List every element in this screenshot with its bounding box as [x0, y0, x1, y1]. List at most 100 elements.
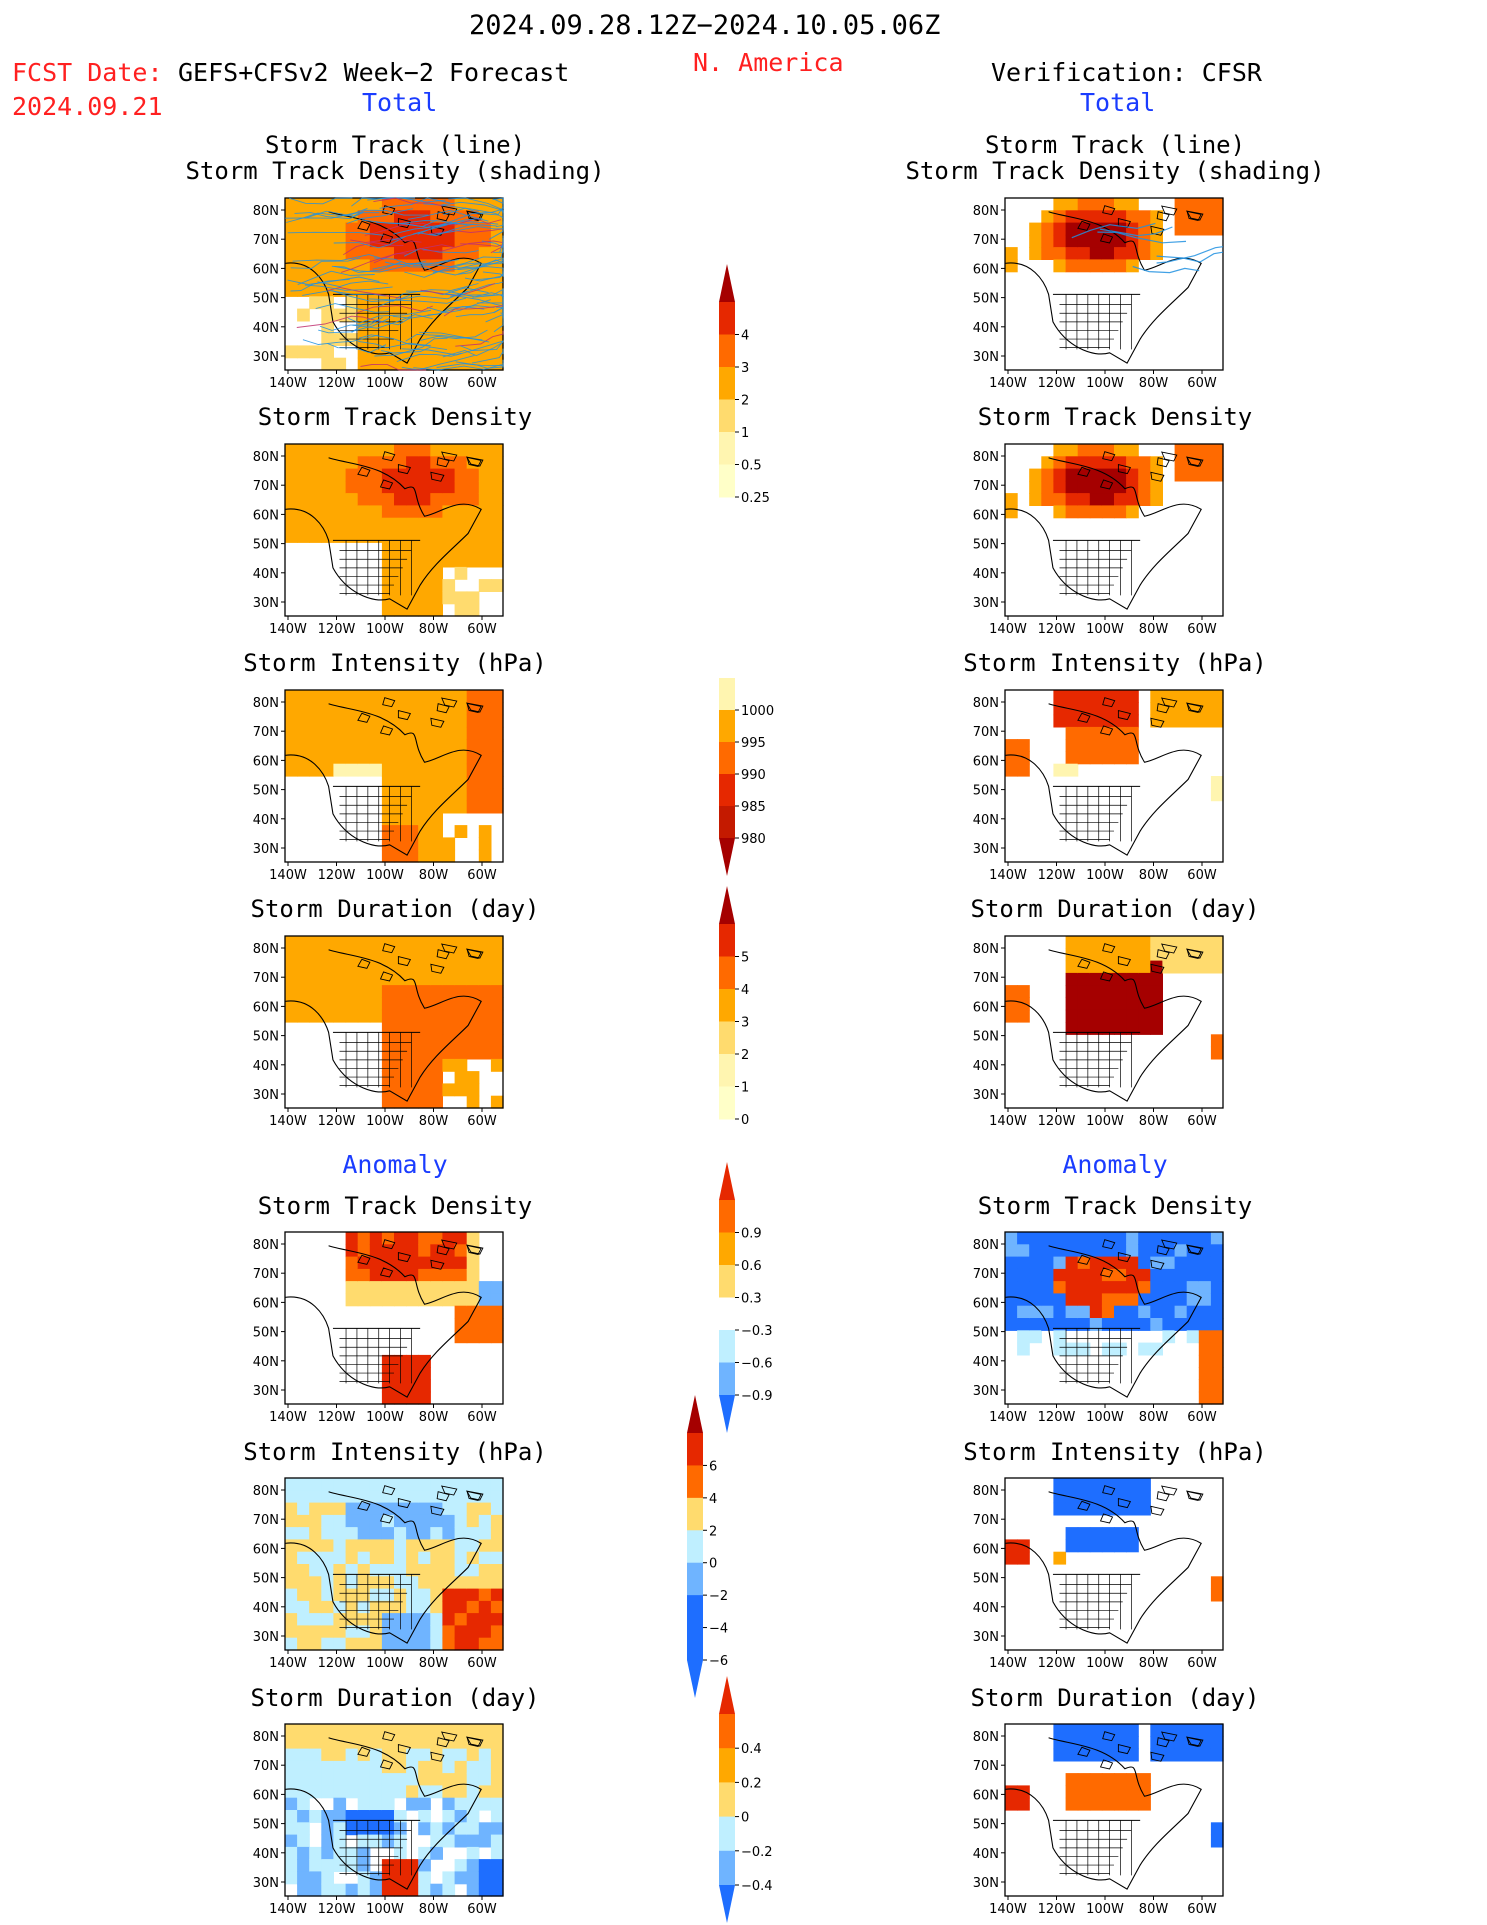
- grid-cell: [309, 444, 322, 457]
- grid-cell: [490, 1883, 504, 1897]
- grid-cell: [490, 1625, 504, 1639]
- grid-cell: [321, 505, 334, 519]
- grid-cell: [1041, 1293, 1054, 1307]
- grid-cell: [406, 1613, 419, 1626]
- grid-cell: [454, 517, 468, 531]
- grid-cell: [1186, 1281, 1200, 1294]
- grid-cell: [1198, 1256, 1212, 1270]
- grid-cell: [285, 456, 298, 470]
- grid-cell: [285, 530, 298, 543]
- grid-cell: [1089, 972, 1103, 986]
- grid-cell: [381, 1588, 395, 1602]
- grid-cell: [1126, 1293, 1139, 1307]
- grid-cell: [333, 468, 347, 482]
- grid-cell: [1126, 1736, 1139, 1750]
- grid-cell: [430, 739, 443, 752]
- grid-cell: [1065, 1281, 1079, 1294]
- grid-cell: [478, 542, 492, 556]
- grid-cell: [430, 763, 443, 777]
- grid-cell: [442, 1009, 456, 1023]
- grid-cell: [430, 517, 443, 531]
- grid-cell: [1210, 1736, 1224, 1750]
- grid-cell: [297, 222, 310, 236]
- grid-cell: [418, 320, 431, 334]
- grid-cell: [478, 1514, 492, 1528]
- grid-cell: [466, 1083, 480, 1097]
- grid-cell: [357, 1736, 371, 1750]
- grid-cell: [1065, 1724, 1079, 1737]
- period-title: 2024.09.28.12Z−2024.10.05.06Z: [469, 10, 941, 41]
- grid-cell: [418, 1232, 431, 1245]
- grid-cell: [490, 763, 504, 777]
- island-outline: [1186, 210, 1202, 221]
- grid-cell: [285, 1834, 298, 1848]
- grid-cell: [490, 1095, 504, 1109]
- grid-cell: [1005, 1281, 1018, 1294]
- grid-cell: [1005, 985, 1018, 998]
- grid-cell: [381, 579, 395, 592]
- grid-cell: [333, 480, 347, 494]
- island-outline: [465, 1244, 484, 1255]
- grid-cell: [297, 997, 310, 1011]
- grid-cell: [1210, 1724, 1224, 1737]
- grid-cell: [1174, 1305, 1188, 1319]
- grid-cell: [1210, 1379, 1224, 1393]
- grid-cell: [1089, 726, 1103, 740]
- grid-cell: [490, 788, 504, 802]
- grid-cell: [1029, 1293, 1042, 1307]
- island-outline: [397, 956, 412, 967]
- grid-cell: [381, 1083, 395, 1097]
- grid-cell: [1114, 234, 1127, 248]
- storm-track-line: [286, 212, 353, 223]
- storm-track-line: [372, 262, 438, 273]
- grid-cell: [369, 1748, 383, 1762]
- grid-cell: [381, 1391, 395, 1405]
- grid-cell: [321, 1760, 334, 1774]
- grid-cell: [381, 1600, 395, 1614]
- grid-cell: [1053, 702, 1067, 716]
- grid-cell: [1017, 985, 1030, 998]
- grid-cell: [321, 444, 334, 457]
- grid-cell: [478, 1034, 492, 1048]
- grid-cell: [1017, 751, 1030, 765]
- grid-cell: [1126, 985, 1139, 998]
- grid-cell: [381, 763, 395, 777]
- grid-cell: [1210, 690, 1224, 703]
- grid-cell: [442, 554, 456, 568]
- grid-cell: [454, 1009, 468, 1023]
- grid-cell: [406, 936, 419, 949]
- grid-cell: [297, 456, 310, 470]
- grid-cell: [442, 480, 456, 494]
- grid-cell: [333, 751, 347, 765]
- grid-cell: [394, 1514, 407, 1528]
- grid-cell: [1065, 1009, 1079, 1023]
- grid-cell: [1186, 1232, 1200, 1245]
- grid-cell: [1114, 1256, 1127, 1270]
- grid-cell: [297, 985, 310, 998]
- island-outline: [441, 205, 458, 216]
- grid-cell: [490, 726, 504, 740]
- grid-cell: [1029, 247, 1042, 260]
- grid-cell: [1210, 468, 1224, 482]
- colorbar-tick-label: 1: [741, 426, 749, 441]
- grid-cell: [1198, 1305, 1212, 1319]
- grid-cell: [1005, 1256, 1018, 1270]
- grid-cell: [430, 1736, 443, 1750]
- grid-cell: [430, 960, 443, 974]
- lon-tick-label: 60W: [467, 1410, 497, 1425]
- grid-cell: [1077, 1342, 1091, 1356]
- island-outline: [1077, 958, 1091, 969]
- grid-cell: [1065, 997, 1079, 1011]
- lat-tick-label: 50N: [973, 1030, 999, 1045]
- grid-cell: [490, 1502, 504, 1516]
- grid-cell: [490, 542, 504, 556]
- grid-cell: [1089, 960, 1103, 974]
- grid-cell: [418, 1760, 431, 1774]
- grid-cell: [418, 948, 431, 962]
- grid-cell: [321, 702, 334, 716]
- storm-track-line: [340, 253, 408, 273]
- grid-cell: [1150, 1009, 1163, 1023]
- grid-cell: [285, 1613, 298, 1626]
- grid-cell: [321, 493, 334, 506]
- grid-cell: [418, 1256, 431, 1270]
